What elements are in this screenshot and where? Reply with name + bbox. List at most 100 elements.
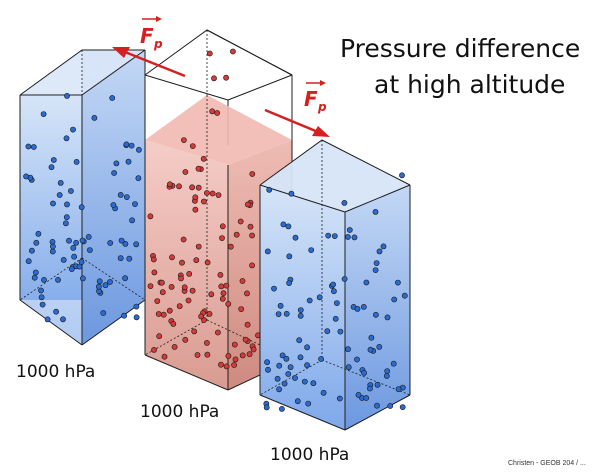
molecule-dot (325, 232, 332, 239)
molecule-dot (218, 361, 224, 368)
pressure-label-left: 1000 hPa (16, 362, 96, 382)
molecule-dot (60, 256, 67, 263)
molecule-dot (324, 328, 331, 335)
molecule-dot (185, 297, 192, 304)
molecule-dot (225, 352, 232, 359)
molecule-dot (333, 300, 340, 306)
molecule-dot (25, 258, 32, 265)
molecule-dot (76, 263, 83, 270)
molecule-dot (373, 260, 380, 266)
molecule-dot (242, 336, 249, 343)
molecule-dot (107, 240, 114, 246)
molecule-dot (271, 285, 277, 292)
molecule-dot (135, 175, 142, 182)
molecule-dot (209, 190, 216, 197)
molecule-dot (168, 283, 175, 290)
molecule-dot (297, 307, 304, 313)
molecule-dot (195, 243, 202, 250)
molecule-dot (123, 141, 130, 148)
molecule-dot (274, 375, 281, 382)
molecule-dot (297, 354, 304, 361)
molecule-dot (231, 362, 237, 368)
molecule-dot (80, 275, 86, 282)
molecule-dot (125, 158, 132, 165)
molecule-dot (286, 253, 293, 260)
molecule-dot (320, 389, 327, 396)
molecule-dot (121, 312, 127, 319)
molecule-dot (107, 279, 113, 285)
molecule-dot (78, 204, 85, 211)
molecule-dot (128, 142, 135, 149)
molecule-dot (223, 363, 230, 370)
molecule-dot (401, 292, 408, 299)
force-arrow-left (112, 47, 186, 78)
molecule-dot (390, 360, 397, 367)
molecule-dot (129, 217, 135, 224)
right-column-front (260, 185, 345, 430)
molecule-dot (50, 157, 57, 163)
molecule-dot (41, 276, 47, 283)
molecule-dot (87, 247, 93, 253)
molecule-dot (109, 95, 116, 101)
molecule-dot (206, 50, 213, 57)
molecule-dot (287, 364, 294, 371)
molecule-dot (346, 227, 353, 233)
molecule-dot (280, 221, 287, 228)
molecule-dot (38, 294, 45, 301)
molecule-dot (181, 284, 188, 291)
molecule-dot (85, 233, 92, 240)
molecule-dot (63, 214, 70, 221)
molecule-dot (296, 337, 303, 344)
molecule-dot (283, 310, 290, 317)
molecule-dot (383, 373, 390, 379)
molecule-dot (209, 108, 216, 115)
molecule-dot (39, 301, 46, 308)
molecule-dot (203, 339, 210, 346)
molecule-dot (191, 328, 198, 335)
molecule-dot (206, 310, 213, 317)
molecule-dot (122, 275, 128, 282)
molecule-dot (330, 288, 337, 295)
molecule-dot (192, 194, 199, 201)
molecule-dot (214, 329, 221, 336)
molecule-dot (344, 234, 351, 240)
molecule-dot (193, 257, 200, 264)
molecule-dot (204, 259, 211, 266)
molecule-dot (387, 403, 394, 409)
molecule-dot (35, 230, 42, 237)
molecule-dot (50, 200, 56, 207)
molecule-dot (331, 233, 338, 239)
molecule-dot (64, 201, 70, 208)
molecule-dot (354, 305, 361, 312)
molecule-dot (91, 115, 98, 121)
pressure-label-right: 1000 hPa (270, 445, 350, 465)
molecule-dot (376, 248, 383, 255)
title-line-1: Pressure difference (340, 34, 581, 63)
molecule-dot (363, 395, 370, 401)
molecule-dot (147, 213, 154, 220)
molecule-dot (233, 231, 240, 238)
molecule-dot (219, 223, 226, 230)
molecule-dot (376, 343, 383, 350)
molecule-dot (266, 186, 273, 193)
molecule-dot (198, 313, 204, 320)
molecule-dot (380, 243, 387, 250)
molecule-dot (117, 191, 124, 198)
molecule-dot (225, 300, 232, 307)
molecule-dot (265, 366, 271, 373)
left-column-top (20, 50, 145, 95)
molecule-dot (32, 269, 39, 276)
molecule-dot (66, 237, 72, 244)
molecule-dot (219, 235, 225, 241)
molecule-dot (247, 223, 254, 230)
molecule-dot (180, 236, 187, 243)
molecule-dot (79, 237, 86, 244)
molecule-dot (279, 352, 286, 359)
molecule-dot (118, 237, 125, 244)
molecule-dot (111, 170, 117, 176)
molecule-dot (304, 344, 310, 351)
molecule-dot (330, 281, 336, 288)
molecule-dot (399, 404, 406, 410)
molecule-dot (33, 239, 40, 246)
